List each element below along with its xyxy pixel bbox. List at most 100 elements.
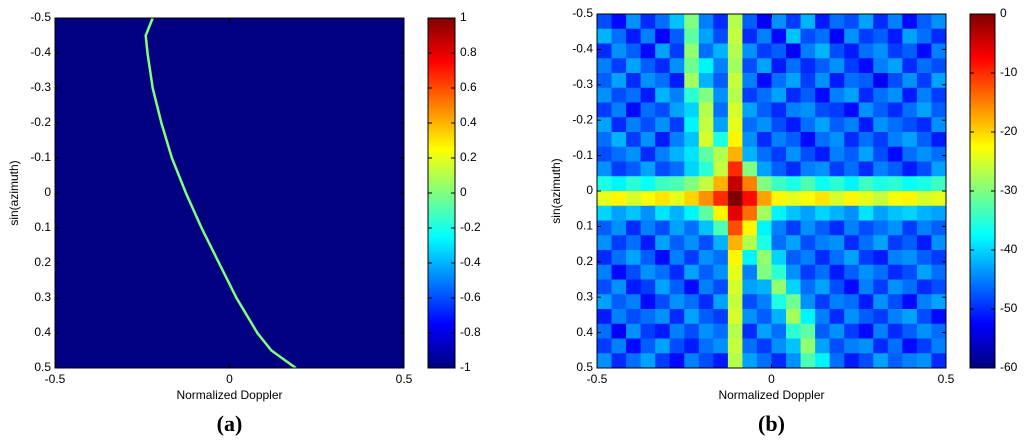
heatmap-cell — [669, 294, 685, 310]
heatmap-cell — [698, 117, 714, 133]
heatmap-cell — [844, 161, 860, 177]
heatmap-cell — [597, 73, 612, 89]
heatmap-cell — [887, 161, 903, 177]
heatmap-cell — [626, 102, 642, 118]
heatmap-cell — [597, 309, 612, 325]
heatmap-cell — [727, 264, 743, 280]
heatmap-cell — [727, 338, 743, 354]
heatmap-cell — [887, 309, 903, 325]
heatmap-cell — [655, 338, 671, 354]
heatmap-cell — [756, 14, 772, 30]
heatmap-cell — [815, 323, 831, 339]
heatmap-cell — [684, 264, 700, 280]
heatmap-cell — [815, 87, 831, 103]
heatmap-cell — [844, 264, 860, 280]
heatmap-cell — [698, 279, 714, 295]
heatmap-cell — [669, 191, 685, 207]
heatmap-cell — [597, 117, 612, 133]
heatmap-cell — [858, 338, 874, 354]
heatmap-cell — [684, 161, 700, 177]
heatmap-cell — [713, 353, 729, 369]
colorbar-tick-label: 0.8 — [460, 45, 477, 59]
heatmap-cell — [771, 205, 787, 221]
heatmap-cell — [858, 161, 874, 177]
y-tick-label: -0.2 — [572, 112, 593, 126]
heatmap-cell — [829, 87, 845, 103]
heatmap-cell — [786, 28, 801, 44]
heatmap-cell — [626, 338, 642, 354]
heatmap-cell — [786, 338, 801, 354]
heatmap-cell — [756, 220, 772, 236]
heatmap-cell — [873, 250, 889, 266]
heatmap-cell — [713, 264, 729, 280]
heatmap-cell — [669, 146, 685, 162]
heatmap-cell — [902, 191, 918, 207]
heatmap-cell — [873, 294, 889, 310]
heatmap-cell — [815, 161, 831, 177]
heatmap-cell — [742, 161, 758, 177]
heatmap-cell — [713, 117, 729, 133]
heatmap-cell — [742, 353, 758, 369]
heatmap-cell — [858, 191, 874, 207]
heatmap-cell — [916, 294, 932, 310]
heatmap-cell — [756, 294, 772, 310]
heatmap-cell — [655, 87, 671, 103]
heatmap-cell — [815, 294, 831, 310]
heatmap-cell — [655, 161, 671, 177]
heatmap-cell — [873, 323, 889, 339]
heatmap-cell — [597, 146, 612, 162]
heatmap-cell — [611, 102, 627, 118]
heatmap-cell — [756, 73, 772, 89]
heatmap-cell — [931, 161, 947, 177]
heatmap-cell — [713, 73, 729, 89]
heatmap-cell — [829, 58, 845, 74]
heatmap-cell — [597, 14, 612, 30]
heatmap-cell — [756, 264, 772, 280]
heatmap-cell — [858, 146, 874, 162]
background-cell — [55, 18, 404, 368]
heatmap-cell — [742, 235, 758, 251]
heatmap-cell — [887, 353, 903, 369]
heatmap-cell — [698, 205, 714, 221]
heatmap-cell — [698, 191, 714, 207]
y-tick-label: 0.5 — [34, 360, 51, 374]
heatmap-cell — [655, 250, 671, 266]
heatmap-cell — [771, 191, 787, 207]
colorbar-tick-label: -0.8 — [460, 325, 481, 339]
heatmap-cell — [713, 28, 729, 44]
heatmap-cell — [684, 205, 700, 221]
heatmap-cell — [844, 323, 860, 339]
heatmap-cell — [727, 205, 743, 221]
heatmap-cell — [771, 58, 787, 74]
heatmap-cell — [640, 191, 656, 207]
heatmap-cell — [771, 309, 787, 325]
heatmap-cell — [669, 14, 685, 30]
heatmap-cell — [771, 117, 787, 133]
heatmap-cell — [713, 58, 729, 74]
heatmap-cell — [669, 309, 685, 325]
y-tick-label: -0.5 — [30, 10, 51, 24]
heatmap-cell — [698, 73, 714, 89]
heatmap-cell — [698, 235, 714, 251]
heatmap-cell — [800, 338, 816, 354]
heatmap-cell — [727, 87, 743, 103]
heatmap-cell — [858, 205, 874, 221]
heatmap-cell — [669, 43, 685, 59]
heatmap-cell — [887, 264, 903, 280]
heatmap-cell — [597, 294, 612, 310]
heatmap-cell — [756, 250, 772, 266]
heatmap-cell — [771, 176, 787, 192]
heatmap-cell — [902, 43, 918, 59]
colorbar-tick-label: -50 — [1000, 301, 1018, 315]
heatmap-cell — [713, 102, 729, 118]
y-tick-label: 0.4 — [34, 325, 51, 339]
heatmap-cell — [626, 132, 642, 148]
heatmap-cell — [771, 28, 787, 44]
heatmap-cell — [640, 279, 656, 295]
heatmap-cell — [844, 235, 860, 251]
heatmap-cell — [829, 176, 845, 192]
heatmap-cell — [684, 176, 700, 192]
heatmap-cell — [873, 205, 889, 221]
y-tick-label: 0.3 — [576, 289, 593, 303]
heatmap-cell — [727, 43, 743, 59]
